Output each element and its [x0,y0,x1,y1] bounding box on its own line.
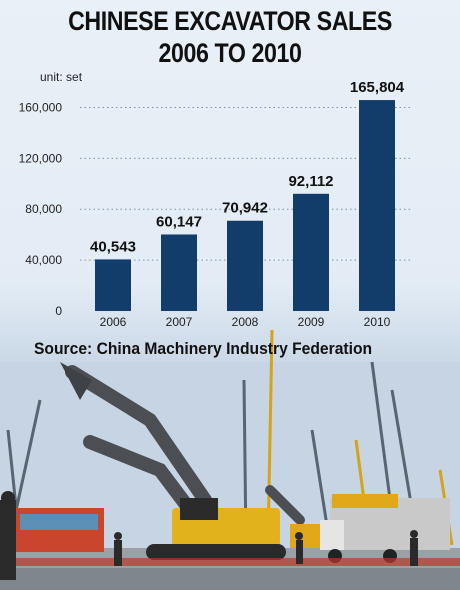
bar-2007 [161,234,197,311]
y-tick-label: 120,000 [19,151,63,165]
y-tick-label: 0 [55,304,62,318]
x-tick-label: 2007 [166,315,193,329]
x-tick-label: 2009 [298,315,325,329]
data-label: 92,112 [288,173,333,190]
x-tick-label: 2010 [364,315,391,329]
x-axis-ticks: 2006 2007 2008 2009 2010 [100,315,391,329]
x-tick-label: 2006 [100,315,127,329]
bars [95,100,395,312]
y-tick-label: 40,000 [25,253,62,267]
unit-label: unit: set [40,70,83,84]
data-labels: 40,543 60,147 70,942 92,112 165,804 [90,79,405,255]
y-axis-ticks: 0 40,000 80,000 120,000 160,000 [19,100,63,318]
bar-2009 [293,193,329,311]
y-tick-label: 80,000 [25,202,62,216]
gridlines [80,106,410,261]
data-label: 40,543 [90,238,136,255]
bar-2010 [359,100,395,312]
chart-title-line2: 2006 TO 2010 [158,38,302,68]
data-label: 70,942 [222,200,268,217]
source-note: Source: China Machinery Industry Federat… [34,339,373,358]
bar-2006 [95,259,131,311]
chart-title-line1: CHINESE EXCAVATOR SALES [68,6,392,36]
bar-2008 [227,220,263,311]
data-label: 60,147 [156,213,202,230]
data-label: 165,804 [350,79,405,96]
excavator-photo [0,329,460,590]
y-tick-label: 160,000 [19,100,63,114]
x-tick-label: 2008 [232,315,259,329]
